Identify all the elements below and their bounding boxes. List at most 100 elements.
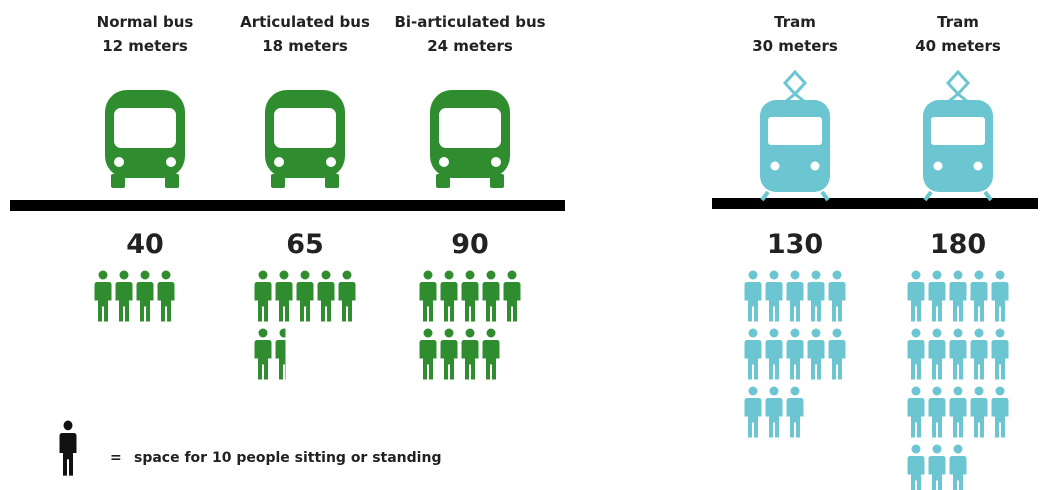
person-icon	[970, 270, 988, 322]
person-head	[300, 270, 310, 280]
person-body	[949, 282, 967, 322]
person-head	[423, 328, 433, 338]
capacity-value: 180	[930, 229, 986, 260]
person-head	[748, 270, 758, 280]
person-body	[970, 340, 988, 380]
tram-icon	[760, 69, 830, 202]
person-icon	[317, 270, 335, 322]
person-icon	[949, 270, 967, 322]
ground-line	[10, 200, 565, 211]
person-head	[279, 270, 289, 280]
person-icon	[828, 270, 846, 322]
vehicle-length: 18 meters	[262, 37, 348, 55]
person-head	[911, 328, 921, 338]
tram-icon	[923, 69, 993, 202]
person-icon	[765, 270, 783, 322]
legend-icon	[59, 420, 77, 476]
person-icon	[254, 270, 272, 322]
person-icon	[94, 270, 112, 322]
person-body	[275, 282, 293, 322]
vehicle-name: Normal bus	[97, 13, 194, 31]
legend-symbol: =	[110, 450, 122, 466]
tram-light	[770, 161, 780, 171]
person-head	[790, 386, 800, 396]
vehicle-length: 24 meters	[427, 37, 513, 55]
person-head	[342, 270, 352, 280]
person-body	[254, 282, 272, 322]
person-icon	[807, 328, 825, 380]
person-icon	[991, 270, 1009, 322]
person-body	[765, 340, 783, 380]
person-icon	[744, 328, 762, 380]
person-icon	[928, 270, 946, 322]
person-head	[832, 270, 842, 280]
person-head	[748, 386, 758, 396]
person-body	[828, 282, 846, 322]
person-body	[807, 340, 825, 380]
person-icon	[907, 328, 925, 380]
person-icon	[461, 328, 479, 380]
person-body	[907, 340, 925, 380]
person-body	[744, 282, 762, 322]
person-head	[932, 444, 942, 454]
bus-light	[274, 157, 284, 167]
person-icon	[949, 444, 967, 490]
person-head	[98, 270, 108, 280]
person-head	[911, 386, 921, 396]
person-head	[995, 386, 1005, 396]
person-icon	[907, 270, 925, 322]
person-head	[465, 328, 475, 338]
tram-wheels	[923, 190, 993, 202]
person-body	[59, 432, 77, 476]
person-body	[907, 398, 925, 438]
bus-icon	[430, 90, 510, 188]
person-icon	[296, 270, 314, 322]
person-head	[932, 328, 942, 338]
person-body	[136, 282, 154, 322]
person-icon	[744, 386, 762, 438]
person-body	[338, 282, 356, 322]
person-icon	[786, 328, 804, 380]
person-head	[258, 328, 268, 338]
tram-pantograph	[782, 69, 808, 97]
person-body	[949, 456, 967, 490]
person-icon	[786, 270, 804, 322]
person-body	[115, 282, 133, 322]
person-body	[907, 456, 925, 490]
person-icon	[907, 444, 925, 490]
person-icon	[440, 270, 458, 322]
person-head	[811, 328, 821, 338]
person-head	[790, 328, 800, 338]
person-head	[953, 386, 963, 396]
person-icon	[765, 386, 783, 438]
person-head	[932, 270, 942, 280]
person-icon	[744, 270, 762, 322]
person-icon	[419, 328, 437, 380]
person-icon	[338, 270, 356, 322]
person-icon	[482, 270, 500, 322]
person-body	[949, 398, 967, 438]
tram-wheels	[760, 190, 830, 202]
person-body	[419, 282, 437, 322]
person-body	[461, 340, 479, 380]
person-body	[440, 340, 458, 380]
person-body	[765, 398, 783, 438]
bus-light	[326, 157, 336, 167]
person-head	[832, 328, 842, 338]
person-head	[769, 386, 779, 396]
person-body	[744, 398, 762, 438]
person-icon	[949, 386, 967, 438]
person-head	[507, 270, 517, 280]
person-head	[161, 270, 171, 280]
bus-wheel	[271, 174, 285, 188]
bus-icon	[265, 90, 345, 188]
person-body	[786, 398, 804, 438]
person-icon	[503, 270, 521, 322]
person-body	[275, 340, 286, 380]
vehicle-name: Articulated bus	[240, 13, 370, 31]
person-head	[911, 270, 921, 280]
person-head	[995, 328, 1005, 338]
person-body	[296, 282, 314, 322]
bus-wheel	[325, 174, 339, 188]
